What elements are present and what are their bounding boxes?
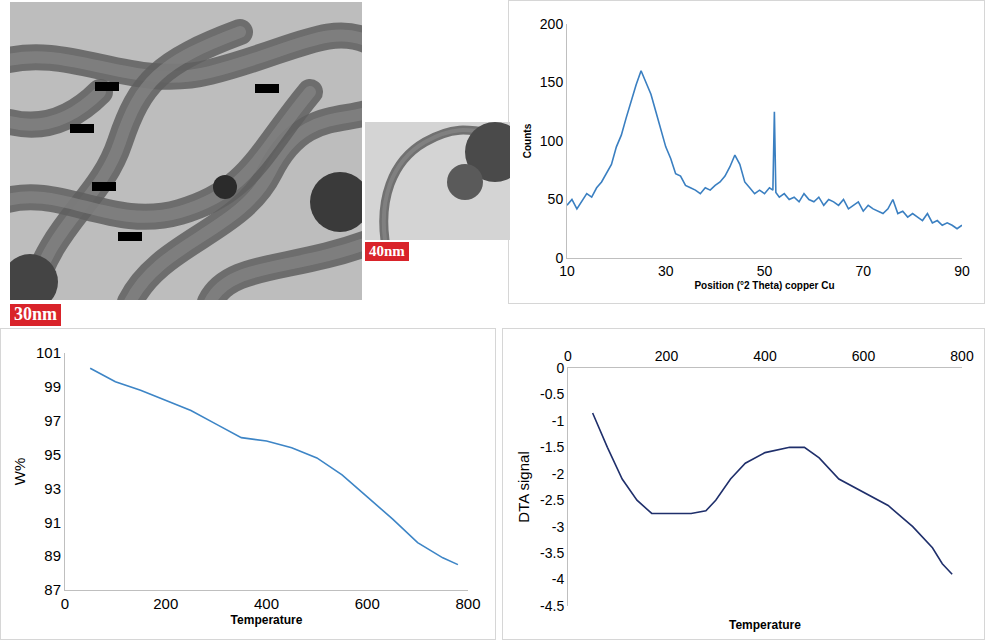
svg-text:Temperature: Temperature [231, 613, 303, 627]
svg-text:400: 400 [254, 595, 279, 612]
svg-text:-4: -4 [552, 571, 565, 587]
svg-text:97: 97 [44, 412, 61, 429]
svg-text:800: 800 [455, 595, 480, 612]
svg-text:Counts: Counts [522, 123, 533, 158]
svg-text:-0.5: -0.5 [540, 386, 564, 402]
html-text:30nm: 30nm [14, 304, 57, 324]
svg-text:0: 0 [61, 595, 69, 612]
svg-text:101: 101 [36, 344, 61, 361]
svg-text:93: 93 [44, 480, 61, 497]
svg-text:-4.5: -4.5 [540, 598, 564, 614]
svg-text:-1.5: -1.5 [540, 439, 564, 455]
svg-text:99: 99 [44, 378, 61, 395]
svg-text:-2: -2 [552, 466, 565, 482]
svg-text:600: 600 [852, 348, 876, 364]
svg-text:89: 89 [44, 547, 61, 564]
svg-text:-2.5: -2.5 [540, 492, 564, 508]
svg-text:600: 600 [355, 595, 380, 612]
svg-text:200: 200 [655, 348, 679, 364]
svg-text:200: 200 [540, 16, 564, 32]
svg-text:Position (°2 Theta) copper Cu: Position (°2 Theta) copper Cu [694, 280, 834, 291]
svg-text:90: 90 [954, 263, 970, 279]
html-text:40nm: 40nm [369, 243, 405, 259]
svg-text:70: 70 [855, 263, 871, 279]
svg-text:Temperature: Temperature [729, 618, 801, 632]
svg-text:87: 87 [44, 581, 61, 598]
svg-text:95: 95 [44, 446, 61, 463]
svg-text:800: 800 [950, 348, 974, 364]
svg-text:0: 0 [564, 348, 572, 364]
svg-text:30: 30 [658, 263, 674, 279]
svg-text:200: 200 [153, 595, 178, 612]
svg-text:150: 150 [540, 74, 564, 90]
svg-text:50: 50 [757, 263, 773, 279]
svg-text:0: 0 [556, 360, 564, 376]
svg-text:-3.5: -3.5 [540, 545, 564, 561]
svg-text:10: 10 [559, 263, 575, 279]
svg-text:-1: -1 [552, 413, 565, 429]
svg-text:400: 400 [753, 348, 777, 364]
svg-text:DTA signal: DTA signal [515, 451, 532, 522]
svg-text:-3: -3 [552, 519, 565, 535]
svg-text:100: 100 [540, 133, 564, 149]
svg-text:0: 0 [555, 250, 563, 266]
svg-text:W%: W% [11, 458, 28, 486]
svg-text:91: 91 [44, 514, 61, 531]
svg-text:50: 50 [548, 191, 564, 207]
